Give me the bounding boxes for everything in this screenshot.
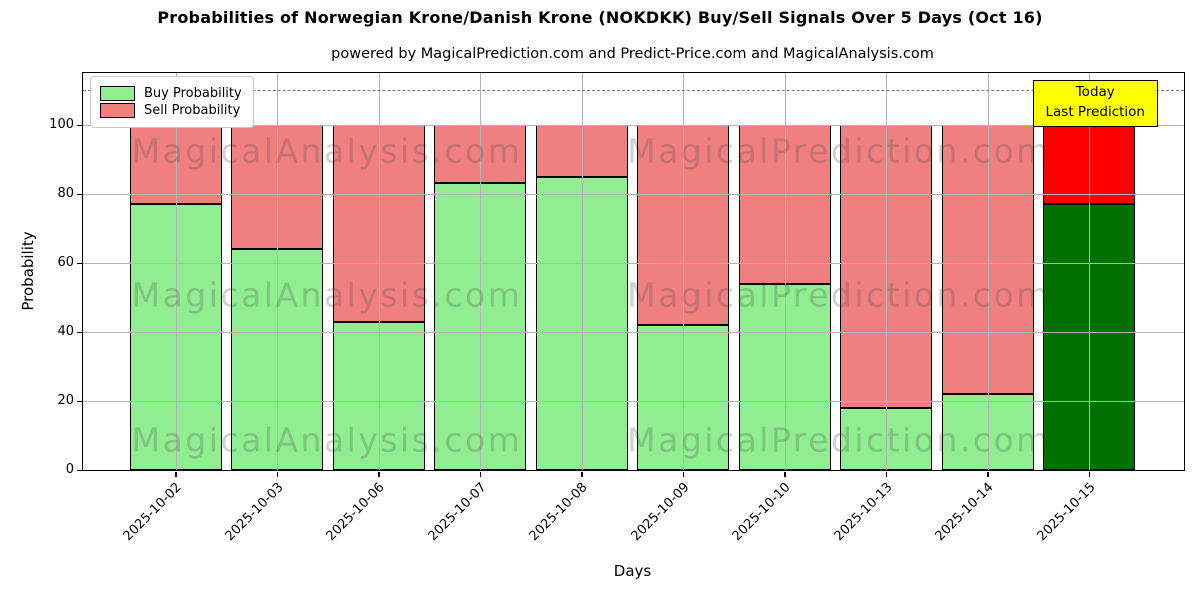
buy-swatch-icon xyxy=(100,86,135,101)
y-tick-mark xyxy=(77,193,82,196)
watermark-text: MagicalPrediction.com xyxy=(627,131,1051,170)
x-tick-mark xyxy=(276,472,279,477)
dashed-reference-line xyxy=(83,90,1184,92)
watermark-text: MagicalPrediction.com xyxy=(627,420,1051,459)
x-tick-mark xyxy=(682,472,685,477)
horizontal-gridline-20 xyxy=(83,400,1184,402)
y-tick-mark xyxy=(77,124,82,126)
vertical-gridline-2025-10-09 xyxy=(683,73,684,470)
vertical-gridline-2025-10-10 xyxy=(784,73,786,470)
watermark-text: MagicalPrediction.com xyxy=(627,275,1051,314)
vertical-gridline-2025-10-02 xyxy=(175,73,177,470)
legend-label-sell: Sell Probability xyxy=(144,103,241,118)
sell-swatch-icon xyxy=(100,103,135,118)
x-tick-mark xyxy=(175,472,177,477)
watermark-text: MagicalAnalysis.com xyxy=(131,131,523,170)
y-tick-mark xyxy=(77,262,82,265)
x-tick-mark xyxy=(1088,472,1091,477)
watermark-text: MagicalAnalysis.com xyxy=(131,275,523,314)
chart-subtitle: powered by MagicalPrediction.com and Pre… xyxy=(331,46,934,62)
legend: Buy Probability Sell Probability xyxy=(90,76,254,128)
x-tick-mark xyxy=(378,472,380,477)
y-tick-label-40: 40 xyxy=(57,323,74,339)
chart-title: Probabilities of Norwegian Krone/Danish … xyxy=(157,8,1043,27)
legend-label-buy: Buy Probability xyxy=(144,86,242,101)
annotation-line-1: Today xyxy=(1075,84,1115,100)
y-tick-label-0: 0 xyxy=(65,462,74,477)
y-tick-label-60: 60 xyxy=(57,254,74,270)
annotation-line-2: Last Prediction xyxy=(1045,103,1145,120)
vertical-gridline-2025-10-14 xyxy=(987,73,989,470)
vertical-gridline-2025-10-08 xyxy=(581,73,583,470)
horizontal-gridline-60 xyxy=(83,262,1184,264)
x-tick-mark xyxy=(784,472,786,477)
horizontal-gridline-100 xyxy=(83,124,1184,126)
legend-item-sell: Sell Probability xyxy=(100,103,242,118)
y-tick-label-20: 20 xyxy=(57,392,74,408)
y-tick-label-100: 100 xyxy=(49,116,74,132)
y-axis-label: Probability xyxy=(19,231,37,311)
x-tick-mark xyxy=(987,472,989,477)
y-tick-mark xyxy=(77,400,82,403)
vertical-gridline-2025-10-03 xyxy=(277,73,278,470)
x-tick-mark xyxy=(581,472,583,477)
today-annotation: Today Last Prediction xyxy=(1032,80,1158,128)
legend-item-buy: Buy Probability xyxy=(100,86,242,101)
x-tick-mark xyxy=(479,472,482,477)
vertical-gridline-2025-10-13 xyxy=(886,73,887,470)
y-tick-mark xyxy=(77,469,82,472)
vertical-gridline-2025-10-06 xyxy=(378,73,380,470)
plot-area: Buy Probability Sell Probability Today L… xyxy=(82,72,1185,471)
y-tick-label-80: 80 xyxy=(57,185,74,201)
vertical-gridline-2025-10-15 xyxy=(1089,73,1090,470)
vertical-gridline-2025-10-07 xyxy=(480,73,481,470)
y-tick-mark xyxy=(77,331,82,334)
x-tick-mark xyxy=(885,472,888,477)
watermark-text: MagicalAnalysis.com xyxy=(131,420,523,459)
x-axis-label: Days xyxy=(613,562,652,580)
horizontal-gridline-80 xyxy=(83,193,1184,195)
horizontal-gridline-40 xyxy=(83,331,1184,333)
